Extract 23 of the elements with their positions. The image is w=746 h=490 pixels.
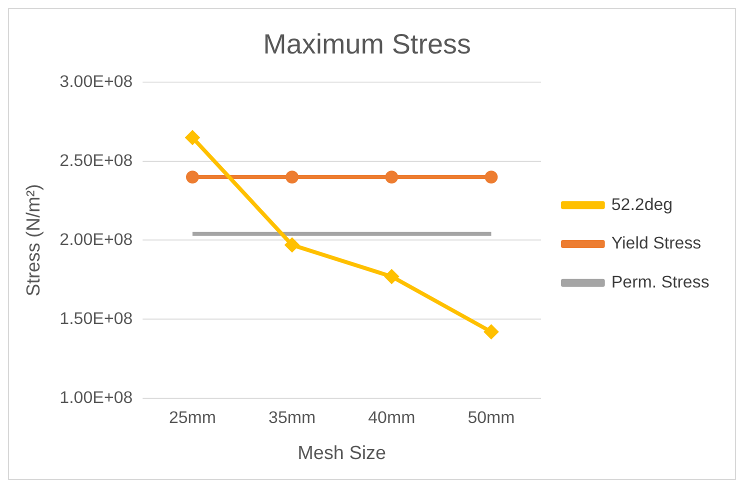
y-axis-title: Stress (N/m²) (24, 184, 45, 296)
point (385, 170, 398, 184)
point (186, 170, 199, 184)
point (284, 237, 300, 252)
point (484, 170, 498, 184)
y-tick-label: 3.00E+08 (60, 72, 133, 91)
point (286, 170, 299, 184)
x-tick-label: 35mm (268, 408, 316, 427)
point (185, 130, 200, 146)
point (384, 269, 400, 284)
legend-label: Yield Stress (611, 234, 702, 253)
chart-title: Maximum Stress (263, 28, 471, 60)
y-tick-label: 2.50E+08 (60, 150, 133, 170)
x-axis-title: Mesh Size (298, 442, 386, 464)
x-tick-label: 40mm (368, 408, 416, 427)
legend-label: Perm. Stress (611, 272, 710, 292)
point (484, 324, 499, 340)
y-tick-label: 1.00E+08 (60, 388, 133, 407)
x-tick-label: 25mm (168, 408, 216, 427)
y-tick-label: 2.00E+08 (60, 230, 133, 249)
x-tick-label: 50mm (468, 408, 515, 427)
legend-label: 52.2deg (611, 194, 673, 214)
y-tick-label: 1.50E+08 (60, 308, 133, 328)
